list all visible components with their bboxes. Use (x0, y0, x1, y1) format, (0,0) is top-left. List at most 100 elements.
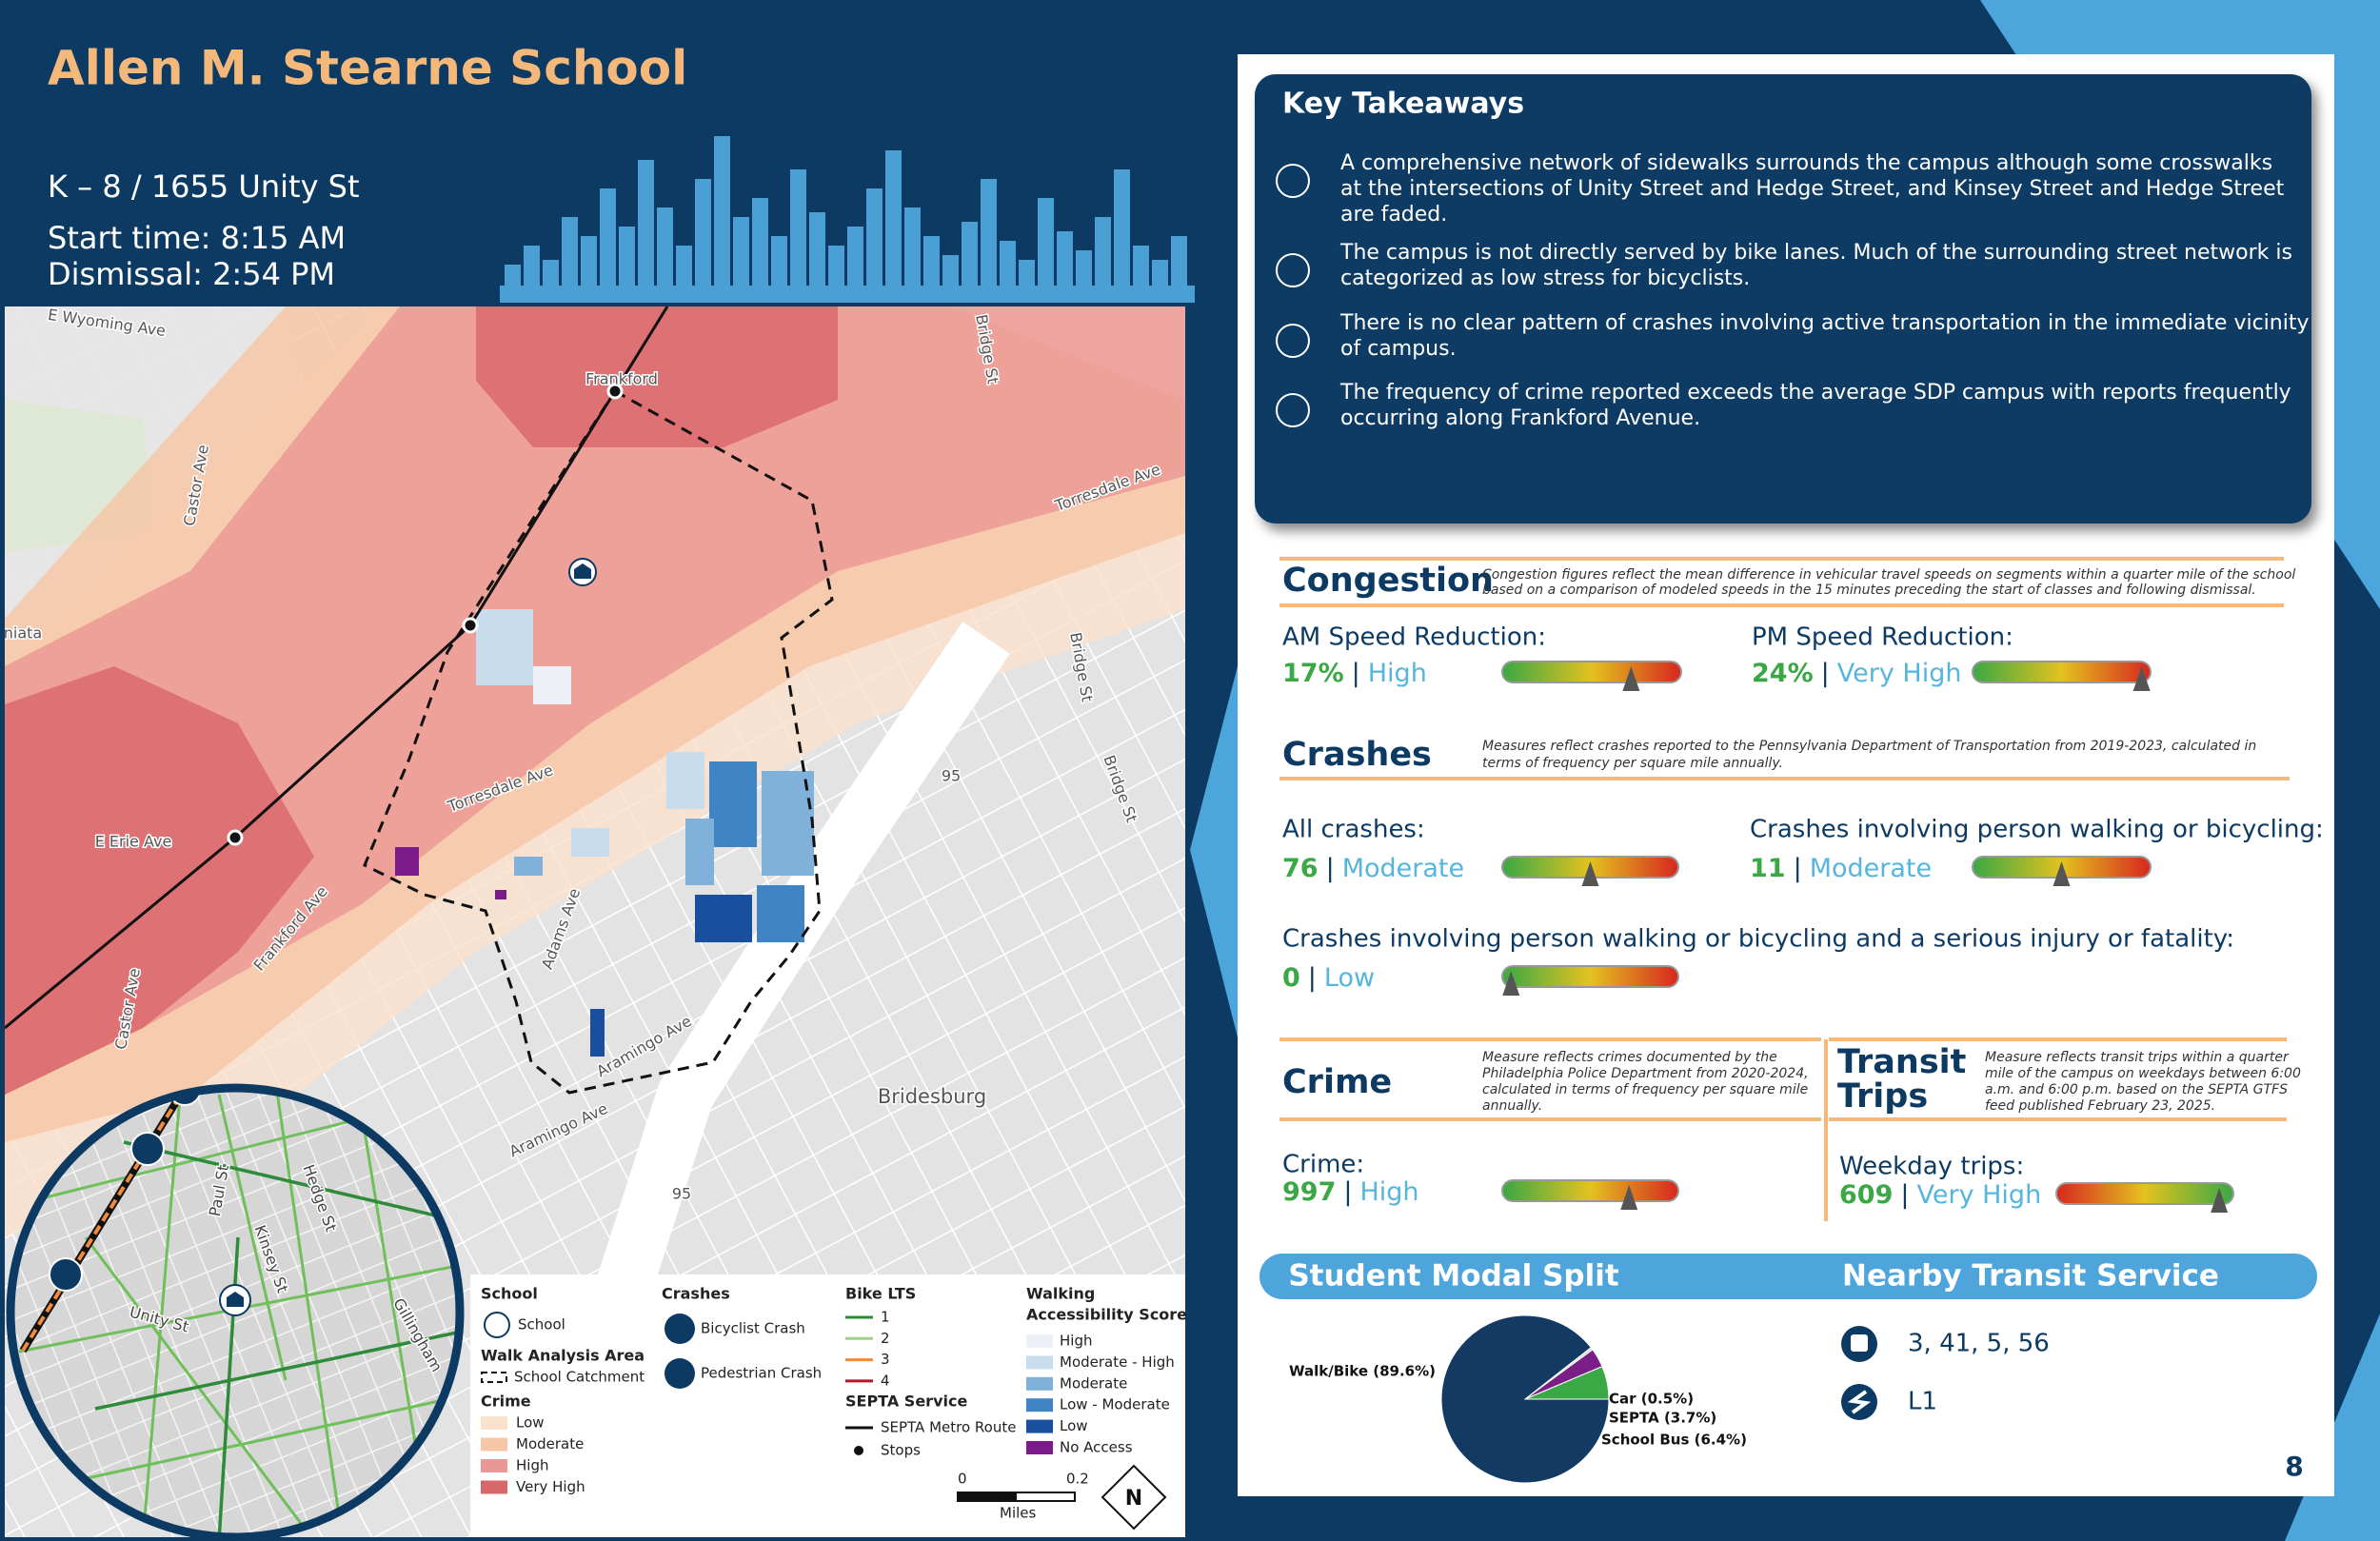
legend-swatch (481, 1437, 507, 1452)
building (885, 150, 902, 303)
gauge-marker (2211, 1188, 2229, 1213)
legend-icon (854, 1446, 863, 1455)
note: Measure reflects crimes documented by th… (1482, 1050, 1777, 1065)
rating: Moderate (1810, 854, 1932, 883)
separator: | (1900, 1180, 1909, 1210)
value: 997 (1282, 1177, 1336, 1207)
legend-icon (481, 1372, 507, 1383)
legend-title: SEPTA Service (845, 1393, 967, 1411)
note: Philadelphia Police Department from 2020… (1482, 1066, 1809, 1081)
metric-value: 17% | High (1282, 659, 1427, 688)
takeaway-text: occurring along Frankford Avenue. (1340, 406, 1700, 430)
metric-label: Crime: (1282, 1151, 1364, 1179)
bus-icon (1851, 1334, 1868, 1352)
map-label: Bridesburg (878, 1085, 986, 1108)
map-label: 95 (672, 1185, 691, 1203)
building (1038, 198, 1054, 303)
building (1057, 231, 1073, 303)
legend-item: 2 (881, 1330, 890, 1347)
gauge-marker (2132, 666, 2151, 691)
building (752, 198, 768, 303)
building (619, 227, 635, 303)
section-title: Crashes (1282, 736, 1432, 774)
pie-slice (1524, 1365, 1610, 1400)
north-arrow (1101, 1464, 1167, 1531)
metric-value: 997 | High (1282, 1177, 1419, 1207)
value: 609 (1839, 1180, 1893, 1210)
legend-title: Crashes (662, 1285, 730, 1303)
building (600, 188, 616, 303)
legend-item: High (1060, 1333, 1092, 1350)
metric-label: PM Speed Reduction: (1752, 623, 2013, 652)
gauge (1501, 965, 1679, 988)
building (657, 207, 673, 303)
metric-value: 11 | Moderate (1750, 854, 1932, 883)
bullet-icon (1276, 324, 1310, 358)
rating: High (1359, 1177, 1418, 1207)
building (1095, 217, 1111, 303)
metric-value: 609 | Very High (1839, 1180, 2041, 1210)
rating: Low (1324, 963, 1375, 993)
legend-title: Accessibility Score (1026, 1306, 1187, 1324)
skyline-base (500, 286, 1195, 303)
note: a.m. and 6:00 p.m. based on the SEPTA GT… (1985, 1082, 2288, 1097)
takeaway-text: There is no clear pattern of crashes inv… (1339, 311, 2310, 335)
legend-title: Walking (1026, 1285, 1095, 1303)
separator: | (1326, 854, 1335, 883)
takeaway-text: of campus. (1340, 337, 1457, 361)
note: feed published February 23, 2025. (1985, 1098, 2215, 1114)
separator: | (1821, 659, 1830, 688)
value: 0 (1282, 963, 1300, 993)
building (790, 169, 806, 303)
legend-item: 1 (881, 1309, 890, 1326)
metric-label: AM Speed Reduction: (1282, 623, 1546, 652)
legend-item: Low - Moderate (1060, 1396, 1170, 1413)
gauge (1501, 661, 1682, 683)
legend-item: Moderate (516, 1435, 584, 1452)
legend-item: Moderate - High (1060, 1353, 1175, 1371)
rail-route: L1 (1908, 1388, 1937, 1416)
pie-label: Walk/Bike (89.6%) (1289, 1363, 1436, 1380)
legend-title: Crime (481, 1393, 531, 1411)
title: Allen M. Stearne School (48, 41, 687, 96)
section-title: Transit (1837, 1043, 1966, 1081)
note: Measures reflect crashes reported to the… (1482, 739, 2256, 754)
decor (1190, 666, 1238, 1037)
legend-item: Stops (881, 1442, 921, 1459)
building (638, 160, 654, 303)
building (847, 227, 863, 303)
takeaway-text: are faded. (1340, 203, 1447, 227)
legend-item: Low (1060, 1417, 1088, 1434)
rating: Very High (1916, 1180, 2041, 1210)
takeaway-text: at the intersections of Unity Street and… (1340, 177, 2285, 201)
metric-value: 0 | Low (1282, 963, 1375, 993)
legend-item: High (516, 1457, 548, 1474)
legend-swatch (1026, 1441, 1053, 1454)
metric-value: 24% | Very High (1752, 659, 1961, 688)
gauge (1501, 1179, 1679, 1202)
map-label: niata (4, 624, 42, 642)
note: mile of the campus on weekdays between 6… (1985, 1066, 2301, 1081)
takeaway-text: categorized as low stress for bicyclists… (1340, 267, 1750, 290)
separator: | (1352, 659, 1360, 688)
note: annually. (1482, 1098, 1542, 1114)
value: 11 (1750, 854, 1786, 883)
note: based on a comparison of modeled speeds … (1482, 583, 2256, 598)
metric-label: Crashes involving person walking or bicy… (1750, 816, 2324, 844)
value: 76 (1282, 854, 1319, 883)
pie-label: SEPTA (3.7%) (1609, 1410, 1716, 1427)
takeaway-text: The campus is not directly served by bik… (1339, 241, 2292, 265)
building (962, 222, 978, 303)
building (981, 179, 997, 303)
legend-item: 3 (881, 1351, 890, 1368)
gauge-marker (2053, 861, 2071, 886)
legend-item: Pedestrian Crash (701, 1365, 822, 1382)
note: Congestion figures reflect the mean diff… (1482, 567, 2295, 583)
building (714, 136, 730, 303)
legend-swatch (481, 1480, 507, 1494)
legend-item: No Access (1060, 1439, 1133, 1456)
legend-item: Very High (516, 1478, 585, 1495)
legend-item: School Catchment (514, 1369, 645, 1386)
